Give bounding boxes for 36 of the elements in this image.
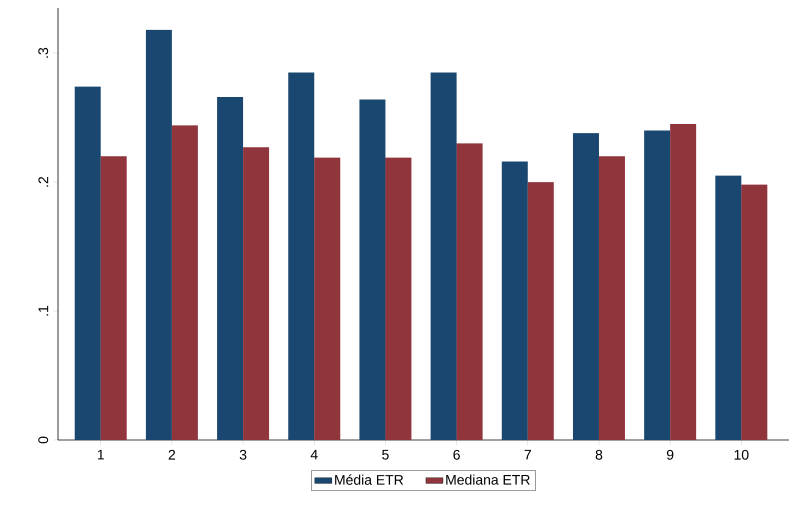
bar	[74, 86, 101, 440]
x-tick-label: 7	[524, 450, 531, 460]
bar	[217, 96, 244, 440]
bar	[314, 158, 340, 440]
bar	[456, 143, 483, 440]
legend-label: Mediana ETR	[446, 474, 530, 485]
x-tick-label: 10	[734, 450, 749, 460]
x-tick-label: 6	[453, 450, 460, 460]
bar	[385, 158, 412, 440]
bar	[572, 133, 599, 440]
bar	[430, 72, 457, 440]
x-tick-label: 3	[240, 450, 246, 460]
x-tick-label: 9	[666, 450, 674, 460]
y-tick-label: .1	[38, 306, 48, 316]
x-tick-label: 1	[98, 450, 104, 460]
bar	[288, 72, 314, 440]
bar	[146, 30, 172, 440]
bar	[172, 125, 198, 440]
x-tick-label: 2	[168, 450, 176, 460]
y-tick-label: .2	[38, 176, 48, 187]
x-tick-label: 8	[596, 450, 602, 460]
bar	[598, 156, 625, 440]
bar	[100, 156, 127, 440]
bar	[243, 147, 270, 440]
y-tick-label: .3	[38, 48, 48, 58]
bar	[715, 176, 742, 440]
bar	[741, 184, 768, 440]
legend-label: Média ETR	[335, 474, 404, 485]
bar	[502, 161, 528, 440]
bar	[670, 124, 696, 440]
bar	[359, 100, 386, 440]
x-tick-label: 4	[310, 450, 318, 460]
bar	[528, 182, 554, 440]
x-tick-label: 5	[382, 450, 389, 460]
y-tick-label: 0	[38, 436, 48, 444]
bar	[644, 130, 670, 440]
